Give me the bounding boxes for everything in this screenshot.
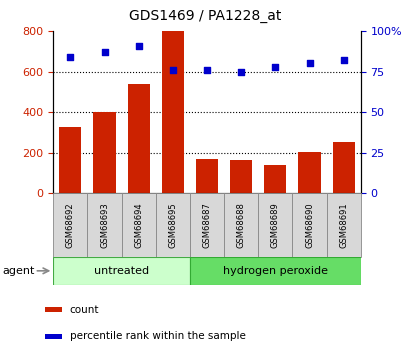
Bar: [93, 112, 115, 193]
Point: [101, 49, 108, 55]
Text: GSM68690: GSM68690: [304, 202, 313, 248]
FancyBboxPatch shape: [224, 193, 258, 257]
Bar: [229, 160, 252, 193]
Text: GSM68695: GSM68695: [168, 202, 177, 248]
Point: [135, 43, 142, 48]
Point: [169, 67, 176, 73]
Text: GSM68693: GSM68693: [100, 202, 109, 248]
Text: percentile rank within the sample: percentile rank within the sample: [70, 332, 245, 342]
Bar: [45, 334, 62, 339]
Text: GSM68689: GSM68689: [270, 202, 279, 248]
FancyBboxPatch shape: [53, 193, 87, 257]
Text: GSM68691: GSM68691: [338, 202, 347, 248]
Text: GSM68692: GSM68692: [66, 202, 75, 248]
Point: [272, 64, 278, 69]
FancyBboxPatch shape: [87, 193, 121, 257]
Text: GSM68687: GSM68687: [202, 202, 211, 248]
Bar: [196, 159, 218, 193]
FancyBboxPatch shape: [189, 193, 224, 257]
Bar: [332, 142, 354, 193]
Bar: [162, 31, 184, 193]
Bar: [59, 127, 81, 193]
Text: untreated: untreated: [94, 266, 149, 276]
FancyBboxPatch shape: [189, 257, 360, 285]
Point: [67, 54, 74, 60]
Text: GSM68688: GSM68688: [236, 202, 245, 248]
FancyBboxPatch shape: [155, 193, 189, 257]
Bar: [264, 165, 286, 193]
Text: count: count: [70, 305, 99, 315]
Bar: [45, 307, 62, 312]
FancyBboxPatch shape: [326, 193, 360, 257]
Bar: [298, 152, 320, 193]
Point: [237, 69, 244, 74]
Text: GDS1469 / PA1228_at: GDS1469 / PA1228_at: [128, 9, 281, 23]
Point: [306, 61, 312, 66]
Point: [203, 67, 210, 73]
Point: [339, 58, 346, 63]
FancyBboxPatch shape: [292, 193, 326, 257]
Text: GSM68694: GSM68694: [134, 202, 143, 248]
FancyBboxPatch shape: [258, 193, 292, 257]
FancyBboxPatch shape: [53, 257, 189, 285]
Bar: [127, 84, 149, 193]
Text: agent: agent: [2, 266, 34, 276]
Text: hydrogen peroxide: hydrogen peroxide: [222, 266, 327, 276]
FancyBboxPatch shape: [121, 193, 155, 257]
